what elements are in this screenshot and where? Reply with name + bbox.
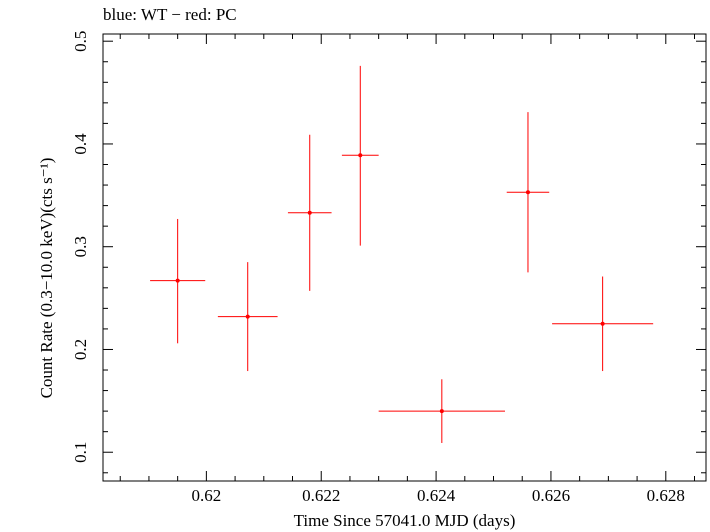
y-tick-label: 0.3 (71, 236, 90, 257)
y-tick-label: 0.5 (71, 31, 90, 52)
x-tick-label: 0.62 (191, 486, 221, 505)
axis-ticks: 0.62 0.622 0.624 0.626 0.628 0.1 0.2 0.3 0.4 0.5 (71, 31, 706, 505)
data-point (217, 262, 278, 372)
data-point (378, 379, 505, 443)
data-marker (307, 210, 312, 215)
x-axis-label: Time Since 57041.0 MJD (days) (293, 511, 516, 530)
x-tick-label: 0.626 (532, 486, 570, 505)
y-tick-label: 0.2 (71, 339, 90, 360)
data-marker (245, 314, 250, 319)
y-tick-label: 0.1 (71, 442, 90, 463)
data-marker (439, 409, 444, 414)
data-marks (150, 65, 654, 443)
x-tick-label: 0.622 (302, 486, 340, 505)
x-tick-label: 0.628 (647, 486, 685, 505)
data-marker (175, 278, 180, 283)
data-marker (358, 153, 363, 158)
plot-frame (102, 33, 707, 482)
data-point (552, 276, 654, 372)
y-axis-label: Count Rate (0.3−10.0 keV)(cts s⁻¹) (37, 157, 56, 399)
chart-title: blue: WT − red: PC (103, 5, 237, 24)
data-marker (525, 190, 530, 195)
data-point (287, 134, 332, 291)
x-tick-label: 0.624 (417, 486, 456, 505)
data-marker (600, 321, 605, 326)
data-point (341, 65, 379, 246)
y-tick-label: 0.4 (71, 133, 90, 155)
data-point (150, 218, 206, 344)
data-point (506, 112, 550, 273)
